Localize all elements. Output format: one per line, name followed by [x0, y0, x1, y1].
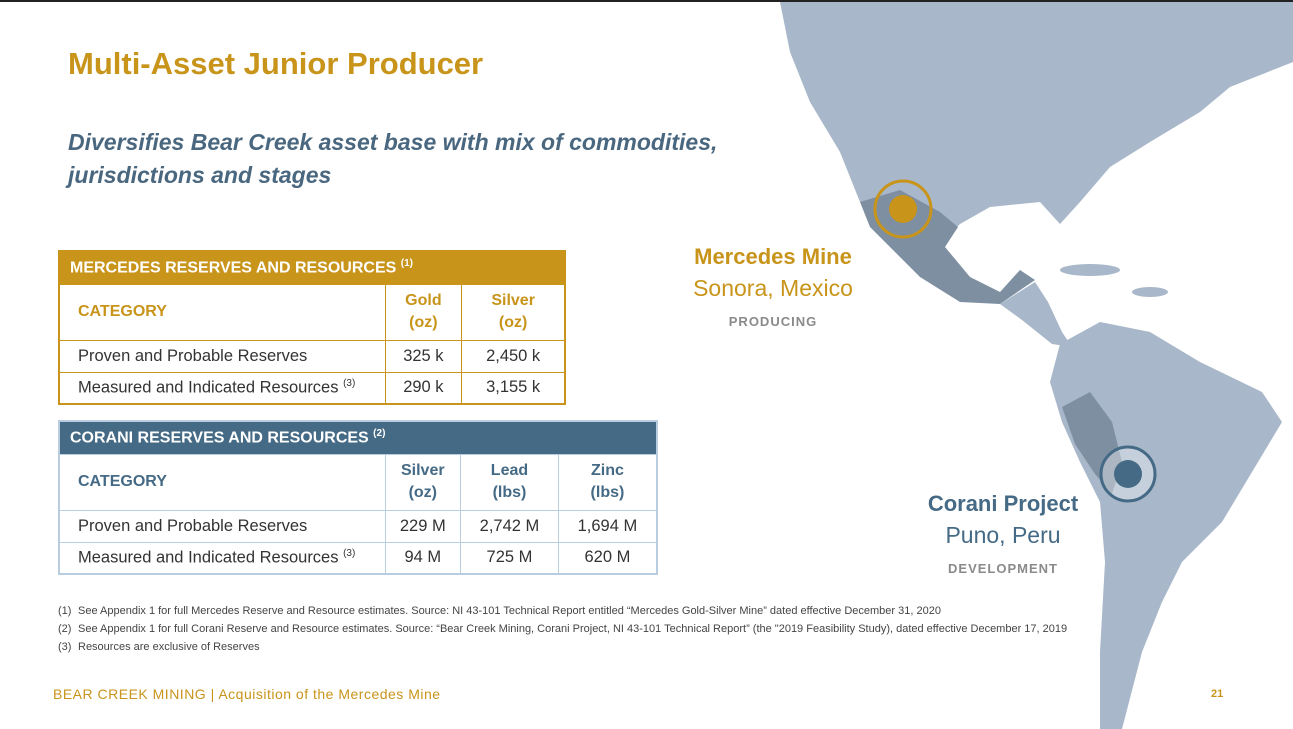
corani-table: CORANI RESERVES AND RESOURCES (2) CATEGO… — [58, 420, 658, 575]
footnote: (2) See Appendix 1 for full Corani Reserv… — [58, 623, 1068, 635]
corani-marker — [1114, 460, 1142, 488]
table-row: Measured and Indicated Resources (3) 94 M… — [58, 541, 658, 575]
north-america — [780, 2, 1293, 264]
central-america — [1000, 282, 1072, 347]
footnote: (1) See Appendix 1 for full Mercedes Rese… — [58, 605, 941, 617]
table-row: Measured and Indicated Resources (3) 290 … — [58, 371, 566, 405]
peru — [1062, 392, 1122, 494]
footnote: (3) Resources are exclusive of Reserves — [58, 641, 260, 653]
page-title: Multi-Asset Junior Producer — [68, 46, 484, 81]
table-row: Proven and Probable Reserves 325 k 2,450 k — [58, 339, 566, 373]
column-header: Silver (oz) — [461, 283, 566, 341]
column-header: Gold (oz) — [384, 283, 463, 341]
corani-location-label: Corani Project Puno, Peru DEVELOPMENT — [927, 491, 1079, 576]
column-header: Zinc (lbs) — [557, 453, 658, 511]
category-header: CATEGORY — [58, 283, 386, 341]
footnotes: (1) See Appendix 1 for full Mercedes Rese… — [58, 602, 1098, 656]
table-row: Proven and Probable Reserves 229 M 2,742 M… — [58, 509, 658, 543]
mercedes-table: MERCEDES RESERVES AND RESOURCES (1) CATE… — [58, 250, 566, 405]
mercedes-location-label: Mercedes Mine Sonora, Mexico PRODUCING — [693, 244, 853, 329]
footer: BEAR CREEK MINING | Acquisition of the M… — [53, 686, 441, 702]
mercedes-marker — [889, 195, 917, 223]
column-header: Lead (lbs) — [460, 453, 559, 511]
column-header: Silver (oz) — [384, 453, 462, 511]
page-number: 21 — [1211, 688, 1224, 700]
mercedes-marker-ring — [873, 179, 933, 239]
subtitle: Diversifies Bear Creek asset base with m… — [68, 129, 718, 188]
table-title: MERCEDES RESERVES AND RESOURCES (1) — [58, 250, 566, 285]
category-header: CATEGORY — [58, 453, 386, 511]
table-title: CORANI RESERVES AND RESOURCES (2) — [58, 420, 658, 455]
